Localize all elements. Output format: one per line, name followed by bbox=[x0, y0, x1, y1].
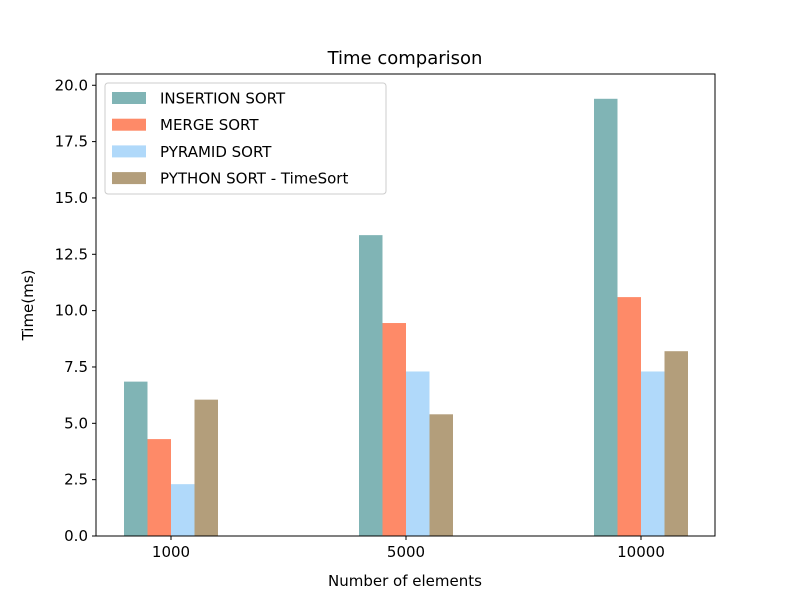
x-tick-label: 10000 bbox=[617, 543, 665, 561]
legend-box bbox=[104, 82, 387, 195]
y-tick-label: 0.0 bbox=[64, 527, 88, 545]
bar-insertion-sort-1000 bbox=[124, 381, 148, 536]
y-tick-label: 7.5 bbox=[64, 358, 88, 376]
bar-python-sort-timesort-5000 bbox=[429, 414, 453, 536]
bar-merge-sort-10000 bbox=[617, 297, 641, 536]
bar-pyramid-sort-5000 bbox=[406, 371, 430, 536]
y-axis-title: Time(ms) bbox=[19, 270, 37, 342]
y-tick-label: 20.0 bbox=[55, 76, 88, 94]
y-tick-label: 10.0 bbox=[55, 302, 88, 320]
plot-area bbox=[124, 98, 688, 536]
legend-swatch bbox=[112, 92, 146, 104]
legend-label: INSERTION SORT bbox=[160, 90, 286, 108]
legend-swatch bbox=[112, 145, 146, 158]
bar-merge-sort-1000 bbox=[147, 439, 171, 536]
bar-pyramid-sort-1000 bbox=[171, 484, 195, 536]
y-tick-label: 2.5 bbox=[64, 471, 88, 489]
x-axis-title: Number of elements bbox=[328, 572, 482, 590]
bar-insertion-sort-5000 bbox=[359, 235, 383, 536]
x-tick-label: 5000 bbox=[387, 543, 425, 561]
bar-merge-sort-5000 bbox=[382, 323, 406, 536]
bar-insertion-sort-10000 bbox=[594, 98, 618, 536]
legend: INSERTION SORT MERGE SORT PYRAMID SORT PYTH… bbox=[104, 82, 387, 195]
bar-python-sort-timesort-10000 bbox=[664, 351, 688, 536]
legend-swatch bbox=[112, 118, 146, 131]
x-tick-label: 1000 bbox=[152, 543, 190, 561]
legend-swatch bbox=[112, 172, 146, 185]
y-tick-label: 5.0 bbox=[64, 414, 88, 432]
bar-pyramid-sort-10000 bbox=[641, 371, 665, 536]
y-tick-label: 17.5 bbox=[55, 133, 88, 151]
y-tick-label: 15.0 bbox=[55, 189, 88, 207]
legend-label: PYRAMID SORT bbox=[160, 143, 272, 161]
legend-label: MERGE SORT bbox=[160, 116, 259, 134]
y-axis: 0.0 2.5 5.0 7.5 10.0 12.5 15.0 17.5 20.0 bbox=[55, 76, 96, 545]
x-axis: 1000 5000 10000 bbox=[152, 536, 665, 561]
chart-title: Time comparison bbox=[327, 48, 483, 69]
legend-label: PYTHON SORT - TimeSort bbox=[160, 170, 348, 188]
bar-python-sort-timesort-1000 bbox=[194, 399, 218, 536]
y-tick-label: 12.5 bbox=[55, 245, 88, 263]
